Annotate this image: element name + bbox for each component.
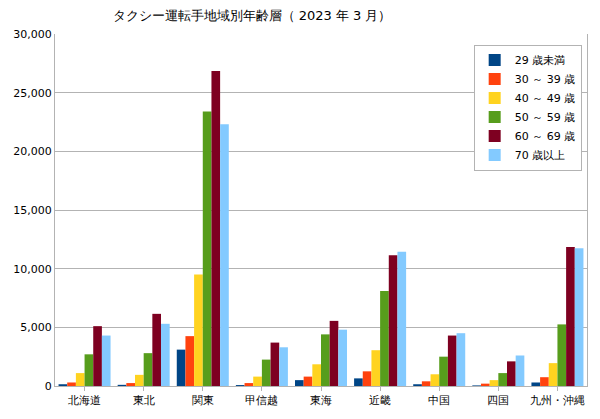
- svg-text:東海: 東海: [310, 394, 332, 407]
- svg-text:50 ～ 59 歳: 50 ～ 59 歳: [515, 111, 575, 124]
- svg-text:近畿: 近畿: [369, 394, 391, 407]
- svg-text:60 ～ 69 歳: 60 ～ 69 歳: [515, 130, 575, 143]
- svg-text:タクシー運転手地域別年齢層（ 2023 年 3 月）: タクシー運転手地域別年齢層（ 2023 年 3 月）: [113, 8, 392, 23]
- svg-text:関東: 関東: [192, 394, 214, 407]
- svg-text:0: 0: [45, 380, 52, 393]
- svg-text:30,000: 30,000: [13, 28, 52, 41]
- svg-text:15,000: 15,000: [13, 204, 52, 217]
- svg-text:甲信越: 甲信越: [245, 394, 278, 407]
- svg-text:10,000: 10,000: [13, 263, 52, 276]
- svg-text:北海道: 北海道: [68, 394, 101, 407]
- svg-text:九州・沖縄: 九州・沖縄: [530, 394, 585, 407]
- svg-text:25,000: 25,000: [13, 87, 52, 100]
- svg-text:20,000: 20,000: [13, 145, 52, 158]
- svg-text:29 歳未満: 29 歳未満: [515, 54, 566, 67]
- svg-text:東北: 東北: [133, 394, 155, 407]
- svg-text:四国: 四国: [487, 394, 509, 407]
- svg-text:5,000: 5,000: [20, 321, 52, 334]
- svg-text:30 ～ 39 歳: 30 ～ 39 歳: [515, 73, 575, 86]
- svg-text:中国: 中国: [428, 394, 450, 407]
- svg-text:40 ～ 49 歳: 40 ～ 49 歳: [515, 92, 575, 105]
- svg-text:70 歳以上: 70 歳以上: [515, 149, 566, 162]
